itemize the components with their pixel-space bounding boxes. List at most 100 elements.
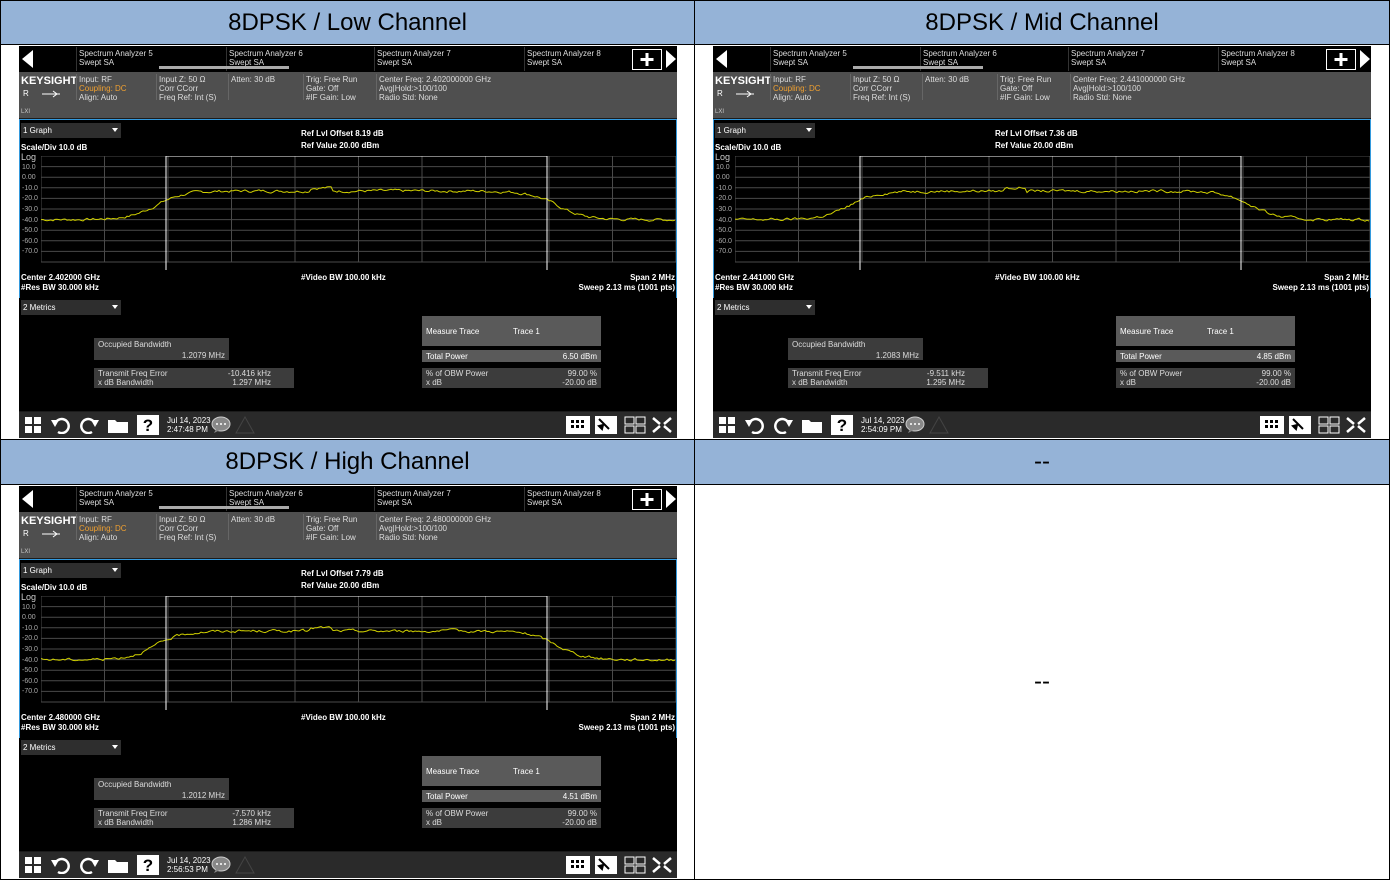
y-axis-label: -50.0 bbox=[22, 226, 38, 235]
video-bw: #Video BW 100.00 kHz bbox=[301, 273, 386, 282]
tab-scroll-left[interactable] bbox=[21, 50, 35, 68]
metric-value: -9.511 kHz bbox=[927, 369, 965, 378]
metric-value: 1.2079 MHz bbox=[182, 351, 225, 360]
window-grid-button[interactable] bbox=[624, 416, 646, 434]
redo-button[interactable] bbox=[79, 416, 99, 434]
status-divider bbox=[303, 74, 304, 100]
layout-button[interactable] bbox=[566, 416, 590, 434]
y-axis-label: -10.0 bbox=[716, 184, 732, 193]
help-button[interactable]: ? bbox=[137, 415, 159, 435]
status-divider bbox=[303, 514, 304, 540]
layout-button[interactable] bbox=[566, 856, 590, 874]
message-button[interactable] bbox=[905, 416, 925, 434]
fullscreen-button[interactable] bbox=[1345, 416, 1367, 434]
windows-button[interactable] bbox=[718, 416, 736, 434]
metric-label: % of OBW Power bbox=[1120, 369, 1182, 378]
input-icon bbox=[735, 90, 755, 98]
metric-label: Total Power bbox=[1120, 352, 1162, 361]
scale-div: Scale/Div 10.0 dB bbox=[21, 583, 87, 592]
tab-scroll-right[interactable] bbox=[665, 490, 677, 508]
y-axis-label: -20.0 bbox=[22, 194, 38, 203]
status-text: Atten: 30 dB bbox=[231, 515, 275, 524]
tab-mode: Swept SA bbox=[1071, 58, 1106, 67]
log-label: Log bbox=[21, 152, 36, 163]
ref-offset: Ref Lvl Offset 8.19 dB bbox=[301, 129, 384, 138]
metric-label: Measure Trace bbox=[426, 767, 479, 776]
dropdown-arrow bbox=[112, 305, 118, 310]
status-text: Trig: Free Run bbox=[306, 515, 357, 524]
tab-scroll-right[interactable] bbox=[665, 50, 677, 68]
svg-text:?: ? bbox=[837, 416, 847, 435]
message-button[interactable] bbox=[211, 416, 231, 434]
lxi-logo: LXI bbox=[21, 108, 30, 116]
metric-label: x dB Bandwidth bbox=[98, 378, 154, 387]
window-grid-button[interactable] bbox=[1318, 416, 1340, 434]
sweep: Sweep 2.13 ms (1001 pts) bbox=[579, 283, 676, 292]
tab-name: Spectrum Analyzer 5 bbox=[79, 49, 153, 58]
time: 2:47:48 PM bbox=[167, 425, 208, 434]
y-axis-label: 10.0 bbox=[22, 163, 36, 172]
metric-label: % of OBW Power bbox=[426, 369, 488, 378]
windows-button[interactable] bbox=[24, 416, 42, 434]
redo-button[interactable] bbox=[79, 856, 99, 874]
span: Span 2 MHz bbox=[1324, 273, 1369, 282]
video-bw: #Video BW 100.00 kHz bbox=[301, 713, 386, 722]
layout-button[interactable] bbox=[1260, 416, 1284, 434]
add-tab-button[interactable] bbox=[1326, 49, 1356, 70]
y-axis-label: -10.0 bbox=[22, 184, 38, 193]
table-cell: Spectrum Analyzer 5Swept SASpectrum Anal… bbox=[0, 484, 695, 880]
metrics-menu-label: 2 Metrics bbox=[23, 303, 55, 312]
help-button[interactable]: ? bbox=[831, 415, 853, 435]
y-axis-label: -40.0 bbox=[716, 216, 732, 225]
status-text: Input: RF bbox=[773, 75, 806, 84]
status-divider bbox=[997, 74, 998, 100]
table-cell: Spectrum Analyzer 5Swept SASpectrum Anal… bbox=[0, 44, 695, 440]
metric-label: x dB Bandwidth bbox=[98, 818, 154, 827]
metric-label: Total Power bbox=[426, 792, 468, 801]
add-tab-button[interactable] bbox=[632, 489, 662, 510]
undo-button[interactable] bbox=[51, 856, 71, 874]
window-grid-button[interactable] bbox=[624, 856, 646, 874]
status-text: Input Z: 50 Ω bbox=[159, 515, 205, 524]
help-button[interactable]: ? bbox=[137, 855, 159, 875]
ref-value: Ref Value 20.00 dBm bbox=[301, 581, 379, 590]
undo-button[interactable] bbox=[745, 416, 765, 434]
redo-button[interactable] bbox=[773, 416, 793, 434]
touch-button[interactable] bbox=[594, 855, 618, 875]
active-tab-indicator bbox=[159, 506, 289, 509]
tab-name: Spectrum Analyzer 6 bbox=[229, 489, 303, 498]
metric-value: 99.00 % bbox=[1262, 369, 1291, 378]
folder-button[interactable] bbox=[107, 416, 129, 434]
metric-value: Trace 1 bbox=[513, 327, 540, 336]
add-tab-button[interactable] bbox=[632, 49, 662, 70]
windows-button[interactable] bbox=[24, 856, 42, 874]
status-text: #IF Gain: Low bbox=[306, 533, 356, 542]
tab-name: Spectrum Analyzer 6 bbox=[229, 49, 303, 58]
ref-offset: Ref Lvl Offset 7.79 dB bbox=[301, 569, 384, 578]
tab-scroll-left[interactable] bbox=[21, 490, 35, 508]
tab-name: Spectrum Analyzer 6 bbox=[923, 49, 997, 58]
touch-button[interactable] bbox=[1288, 415, 1312, 435]
fullscreen-button[interactable] bbox=[651, 856, 673, 874]
status-text: Center Freq: 2.441000000 GHz bbox=[1073, 75, 1185, 84]
metric-value: 99.00 % bbox=[568, 369, 597, 378]
touch-button[interactable] bbox=[594, 415, 618, 435]
sweep: Sweep 2.13 ms (1001 pts) bbox=[1273, 283, 1370, 292]
y-axis-label: 0.00 bbox=[22, 173, 36, 182]
status-text: Input Z: 50 Ω bbox=[853, 75, 899, 84]
status-text: Align: Auto bbox=[79, 533, 117, 542]
tab-scroll-right[interactable] bbox=[1359, 50, 1371, 68]
tab-scroll-left[interactable] bbox=[715, 50, 729, 68]
metric-value: Trace 1 bbox=[1207, 327, 1234, 336]
status-text: Gate: Off bbox=[306, 524, 338, 533]
message-button[interactable] bbox=[211, 856, 231, 874]
folder-button[interactable] bbox=[801, 416, 823, 434]
active-tab-indicator bbox=[853, 66, 983, 69]
undo-button[interactable] bbox=[51, 416, 71, 434]
folder-button[interactable] bbox=[107, 856, 129, 874]
fullscreen-button[interactable] bbox=[651, 416, 673, 434]
metric-value: 1.2083 MHz bbox=[876, 351, 919, 360]
remote-indicator: R bbox=[23, 529, 29, 538]
metric-value: Trace 1 bbox=[513, 767, 540, 776]
brand: KEYSIGHT bbox=[715, 75, 771, 88]
